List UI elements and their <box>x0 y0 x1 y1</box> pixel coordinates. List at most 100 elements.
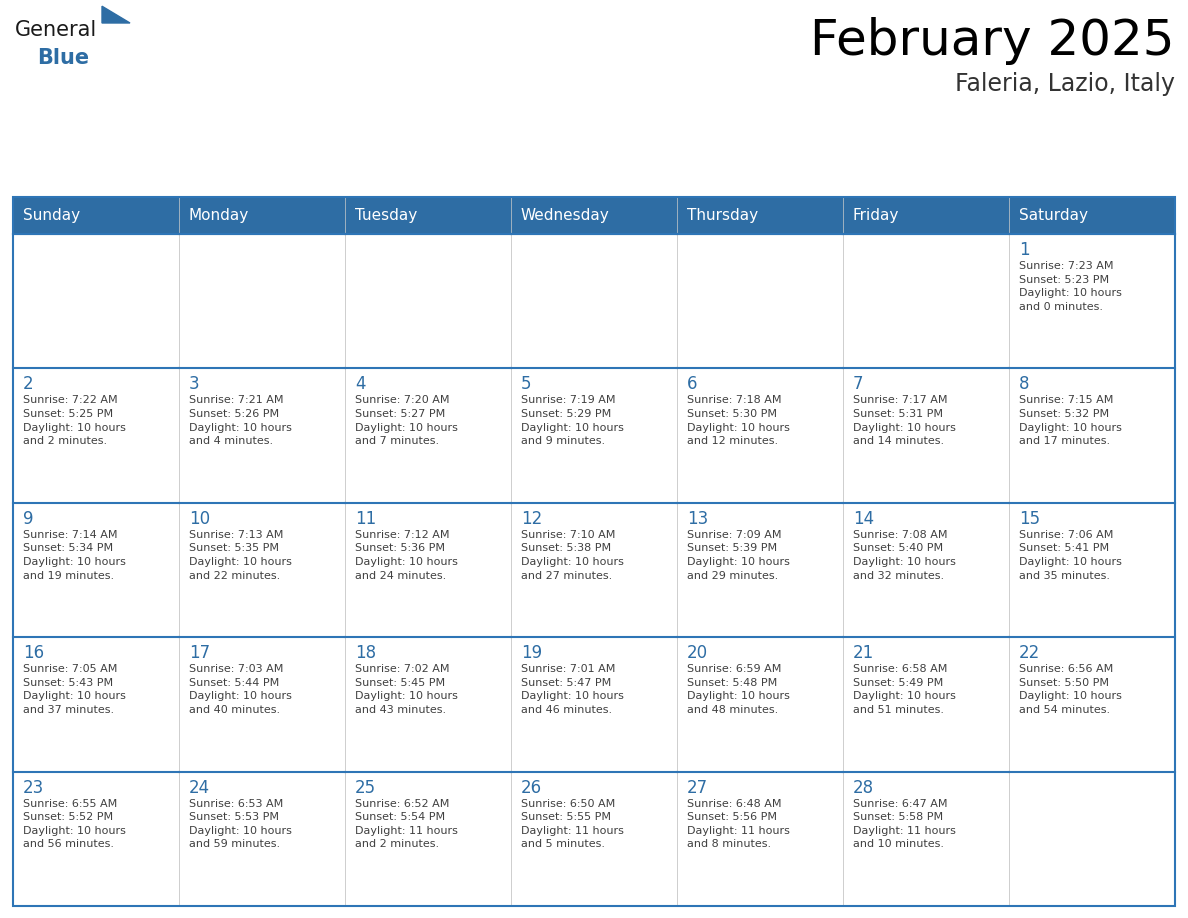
Bar <box>843 368 1009 503</box>
Bar <box>13 368 179 503</box>
Bar <box>677 234 843 368</box>
Text: Sunrise: 6:59 AM
Sunset: 5:48 PM
Daylight: 10 hours
and 48 minutes.: Sunrise: 6:59 AM Sunset: 5:48 PM Dayligh… <box>687 665 790 715</box>
Text: 3: 3 <box>189 375 200 394</box>
Bar <box>179 503 345 637</box>
Text: Sunrise: 7:17 AM
Sunset: 5:31 PM
Daylight: 10 hours
and 14 minutes.: Sunrise: 7:17 AM Sunset: 5:31 PM Dayligh… <box>853 396 956 446</box>
Bar <box>1009 503 1175 637</box>
Text: 1: 1 <box>1019 241 1030 259</box>
Text: 13: 13 <box>687 509 708 528</box>
Text: Sunrise: 6:58 AM
Sunset: 5:49 PM
Daylight: 10 hours
and 51 minutes.: Sunrise: 6:58 AM Sunset: 5:49 PM Dayligh… <box>853 665 956 715</box>
Text: Sunrise: 6:47 AM
Sunset: 5:58 PM
Daylight: 11 hours
and 10 minutes.: Sunrise: 6:47 AM Sunset: 5:58 PM Dayligh… <box>853 799 956 849</box>
Text: 25: 25 <box>355 778 377 797</box>
Text: 2: 2 <box>23 375 33 394</box>
Bar <box>843 637 1009 772</box>
Text: Friday: Friday <box>853 208 899 223</box>
Bar <box>179 234 345 368</box>
Text: 18: 18 <box>355 644 377 662</box>
Text: Thursday: Thursday <box>687 208 758 223</box>
Bar <box>179 368 345 503</box>
Text: Sunrise: 7:22 AM
Sunset: 5:25 PM
Daylight: 10 hours
and 2 minutes.: Sunrise: 7:22 AM Sunset: 5:25 PM Dayligh… <box>23 396 126 446</box>
Text: 12: 12 <box>522 509 542 528</box>
Text: Sunrise: 7:19 AM
Sunset: 5:29 PM
Daylight: 10 hours
and 9 minutes.: Sunrise: 7:19 AM Sunset: 5:29 PM Dayligh… <box>522 396 624 446</box>
Text: Sunrise: 7:01 AM
Sunset: 5:47 PM
Daylight: 10 hours
and 46 minutes.: Sunrise: 7:01 AM Sunset: 5:47 PM Dayligh… <box>522 665 624 715</box>
Text: February 2025: February 2025 <box>810 17 1175 65</box>
Bar <box>179 772 345 906</box>
Bar <box>345 637 511 772</box>
Polygon shape <box>102 6 129 23</box>
Text: 9: 9 <box>23 509 33 528</box>
Text: 23: 23 <box>23 778 44 797</box>
Bar <box>13 234 179 368</box>
Bar <box>1009 772 1175 906</box>
Bar <box>843 503 1009 637</box>
Text: 5: 5 <box>522 375 531 394</box>
Text: 21: 21 <box>853 644 874 662</box>
Text: Sunrise: 7:15 AM
Sunset: 5:32 PM
Daylight: 10 hours
and 17 minutes.: Sunrise: 7:15 AM Sunset: 5:32 PM Dayligh… <box>1019 396 1121 446</box>
Text: Saturday: Saturday <box>1019 208 1088 223</box>
Bar <box>511 772 677 906</box>
Text: Sunrise: 7:02 AM
Sunset: 5:45 PM
Daylight: 10 hours
and 43 minutes.: Sunrise: 7:02 AM Sunset: 5:45 PM Dayligh… <box>355 665 457 715</box>
Text: Sunrise: 7:05 AM
Sunset: 5:43 PM
Daylight: 10 hours
and 37 minutes.: Sunrise: 7:05 AM Sunset: 5:43 PM Dayligh… <box>23 665 126 715</box>
Bar <box>345 368 511 503</box>
Text: Sunrise: 7:09 AM
Sunset: 5:39 PM
Daylight: 10 hours
and 29 minutes.: Sunrise: 7:09 AM Sunset: 5:39 PM Dayligh… <box>687 530 790 581</box>
Text: Sunrise: 7:14 AM
Sunset: 5:34 PM
Daylight: 10 hours
and 19 minutes.: Sunrise: 7:14 AM Sunset: 5:34 PM Dayligh… <box>23 530 126 581</box>
Bar <box>511 637 677 772</box>
Text: 20: 20 <box>687 644 708 662</box>
Text: 7: 7 <box>853 375 864 394</box>
Text: 24: 24 <box>189 778 210 797</box>
Text: Sunrise: 7:03 AM
Sunset: 5:44 PM
Daylight: 10 hours
and 40 minutes.: Sunrise: 7:03 AM Sunset: 5:44 PM Dayligh… <box>189 665 292 715</box>
Text: Sunrise: 7:06 AM
Sunset: 5:41 PM
Daylight: 10 hours
and 35 minutes.: Sunrise: 7:06 AM Sunset: 5:41 PM Dayligh… <box>1019 530 1121 581</box>
Bar <box>13 772 179 906</box>
Bar <box>1009 368 1175 503</box>
Bar <box>1009 234 1175 368</box>
Bar <box>677 368 843 503</box>
Text: 16: 16 <box>23 644 44 662</box>
Bar <box>179 637 345 772</box>
Bar <box>677 637 843 772</box>
Bar <box>511 368 677 503</box>
Text: Sunrise: 7:23 AM
Sunset: 5:23 PM
Daylight: 10 hours
and 0 minutes.: Sunrise: 7:23 AM Sunset: 5:23 PM Dayligh… <box>1019 261 1121 312</box>
Text: Faleria, Lazio, Italy: Faleria, Lazio, Italy <box>955 72 1175 96</box>
Text: 15: 15 <box>1019 509 1041 528</box>
Text: 28: 28 <box>853 778 874 797</box>
Bar <box>677 772 843 906</box>
Text: 8: 8 <box>1019 375 1030 394</box>
Text: 6: 6 <box>687 375 697 394</box>
Text: General: General <box>15 20 97 40</box>
Text: Sunrise: 6:48 AM
Sunset: 5:56 PM
Daylight: 11 hours
and 8 minutes.: Sunrise: 6:48 AM Sunset: 5:56 PM Dayligh… <box>687 799 790 849</box>
Text: 11: 11 <box>355 509 377 528</box>
Bar <box>843 234 1009 368</box>
Bar <box>1009 637 1175 772</box>
Text: Sunrise: 6:56 AM
Sunset: 5:50 PM
Daylight: 10 hours
and 54 minutes.: Sunrise: 6:56 AM Sunset: 5:50 PM Dayligh… <box>1019 665 1121 715</box>
Text: Sunrise: 7:20 AM
Sunset: 5:27 PM
Daylight: 10 hours
and 7 minutes.: Sunrise: 7:20 AM Sunset: 5:27 PM Dayligh… <box>355 396 457 446</box>
Bar <box>677 503 843 637</box>
Bar <box>1009 197 1175 234</box>
Bar <box>843 197 1009 234</box>
Text: Sunrise: 7:08 AM
Sunset: 5:40 PM
Daylight: 10 hours
and 32 minutes.: Sunrise: 7:08 AM Sunset: 5:40 PM Dayligh… <box>853 530 956 581</box>
Text: 19: 19 <box>522 644 542 662</box>
Text: 17: 17 <box>189 644 210 662</box>
Text: 10: 10 <box>189 509 210 528</box>
Text: Sunrise: 7:21 AM
Sunset: 5:26 PM
Daylight: 10 hours
and 4 minutes.: Sunrise: 7:21 AM Sunset: 5:26 PM Dayligh… <box>189 396 292 446</box>
Text: Sunrise: 6:52 AM
Sunset: 5:54 PM
Daylight: 11 hours
and 2 minutes.: Sunrise: 6:52 AM Sunset: 5:54 PM Dayligh… <box>355 799 457 849</box>
Bar <box>13 637 179 772</box>
Text: Sunday: Sunday <box>23 208 80 223</box>
Text: 27: 27 <box>687 778 708 797</box>
Text: 26: 26 <box>522 778 542 797</box>
Bar <box>345 197 511 234</box>
Text: Blue: Blue <box>37 48 89 68</box>
Text: Wednesday: Wednesday <box>522 208 609 223</box>
Text: 14: 14 <box>853 509 874 528</box>
Text: Monday: Monday <box>189 208 249 223</box>
Bar <box>511 234 677 368</box>
Text: 4: 4 <box>355 375 366 394</box>
Text: Sunrise: 7:18 AM
Sunset: 5:30 PM
Daylight: 10 hours
and 12 minutes.: Sunrise: 7:18 AM Sunset: 5:30 PM Dayligh… <box>687 396 790 446</box>
Text: Sunrise: 7:13 AM
Sunset: 5:35 PM
Daylight: 10 hours
and 22 minutes.: Sunrise: 7:13 AM Sunset: 5:35 PM Dayligh… <box>189 530 292 581</box>
Text: Sunrise: 6:55 AM
Sunset: 5:52 PM
Daylight: 10 hours
and 56 minutes.: Sunrise: 6:55 AM Sunset: 5:52 PM Dayligh… <box>23 799 126 849</box>
Bar <box>511 197 677 234</box>
Bar <box>13 197 179 234</box>
Bar <box>179 197 345 234</box>
Text: Sunrise: 6:53 AM
Sunset: 5:53 PM
Daylight: 10 hours
and 59 minutes.: Sunrise: 6:53 AM Sunset: 5:53 PM Dayligh… <box>189 799 292 849</box>
Text: Sunrise: 6:50 AM
Sunset: 5:55 PM
Daylight: 11 hours
and 5 minutes.: Sunrise: 6:50 AM Sunset: 5:55 PM Dayligh… <box>522 799 624 849</box>
Bar <box>677 197 843 234</box>
